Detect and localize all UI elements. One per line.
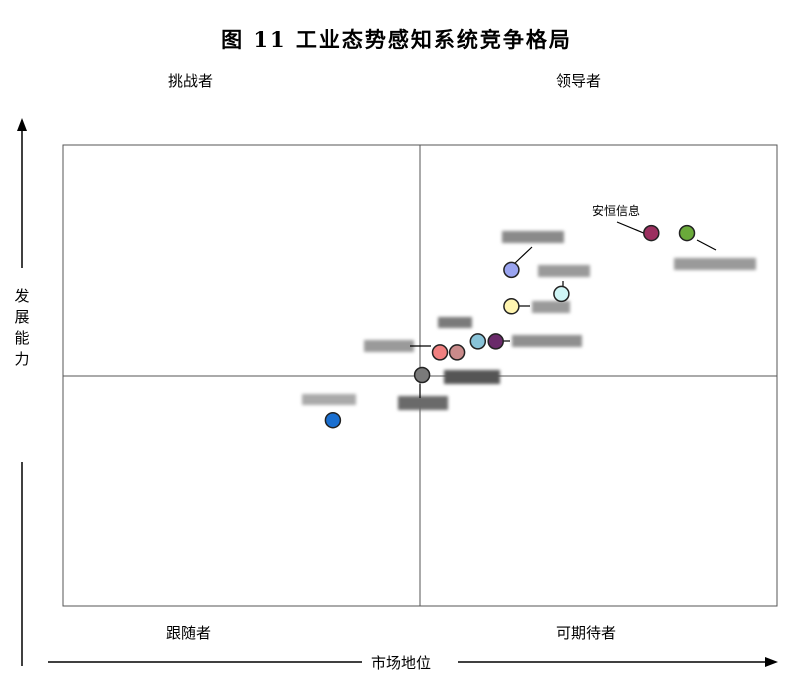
redacted-label: [302, 394, 356, 405]
point-label-anheng: 安恒信息: [592, 203, 640, 218]
y-axis-arrow-icon: [17, 118, 27, 131]
leader-line: [616, 221, 647, 235]
x-axis-arrow-icon: [765, 657, 778, 667]
data-point-0: [643, 224, 660, 242]
redacted-labels: [302, 231, 756, 410]
y-axis-label: 发展能力: [12, 286, 32, 370]
redacted-label: [438, 317, 472, 328]
quadrant-label-challengers: 挑战者: [168, 72, 214, 90]
redacted-label: [502, 231, 564, 243]
x-axis-label: 市场地位: [365, 652, 438, 673]
y-axis-label-text: 发展能力: [14, 287, 29, 368]
redacted-label: [364, 340, 414, 352]
leader-line: [513, 246, 533, 265]
redacted-label: [532, 301, 570, 313]
redacted-label: [444, 370, 500, 384]
data-point-7: [431, 344, 449, 361]
redacted-label: [398, 396, 448, 410]
leader-line: [696, 239, 717, 251]
redacted-label: [538, 265, 590, 277]
data-point-5: [469, 333, 487, 350]
redacted-label: [512, 335, 582, 347]
data-point-6: [487, 333, 504, 350]
y-axis-label-char: 发: [14, 287, 30, 305]
chart-title: 图 11 工业态势感知系统竞争格局: [221, 27, 572, 52]
quadrant-label-leaders: 领导者: [556, 72, 602, 90]
y-axis-label-char: 展: [14, 308, 30, 326]
data-point-2: [503, 261, 520, 279]
data-point-4: [503, 298, 520, 315]
quadrant-label-followers: 跟随者: [166, 624, 212, 642]
redacted-label: [674, 258, 756, 270]
data-points: [324, 224, 696, 429]
data-point-8: [448, 344, 466, 361]
data-point-3: [553, 285, 570, 303]
data-point-9: [413, 366, 431, 384]
y-axis-label-char: 能: [14, 329, 30, 347]
quadrant-label-promising: 可期待者: [556, 624, 617, 642]
data-point-10: [324, 411, 342, 429]
y-axis-label-char: 力: [14, 350, 30, 368]
data-point-1: [678, 224, 696, 242]
